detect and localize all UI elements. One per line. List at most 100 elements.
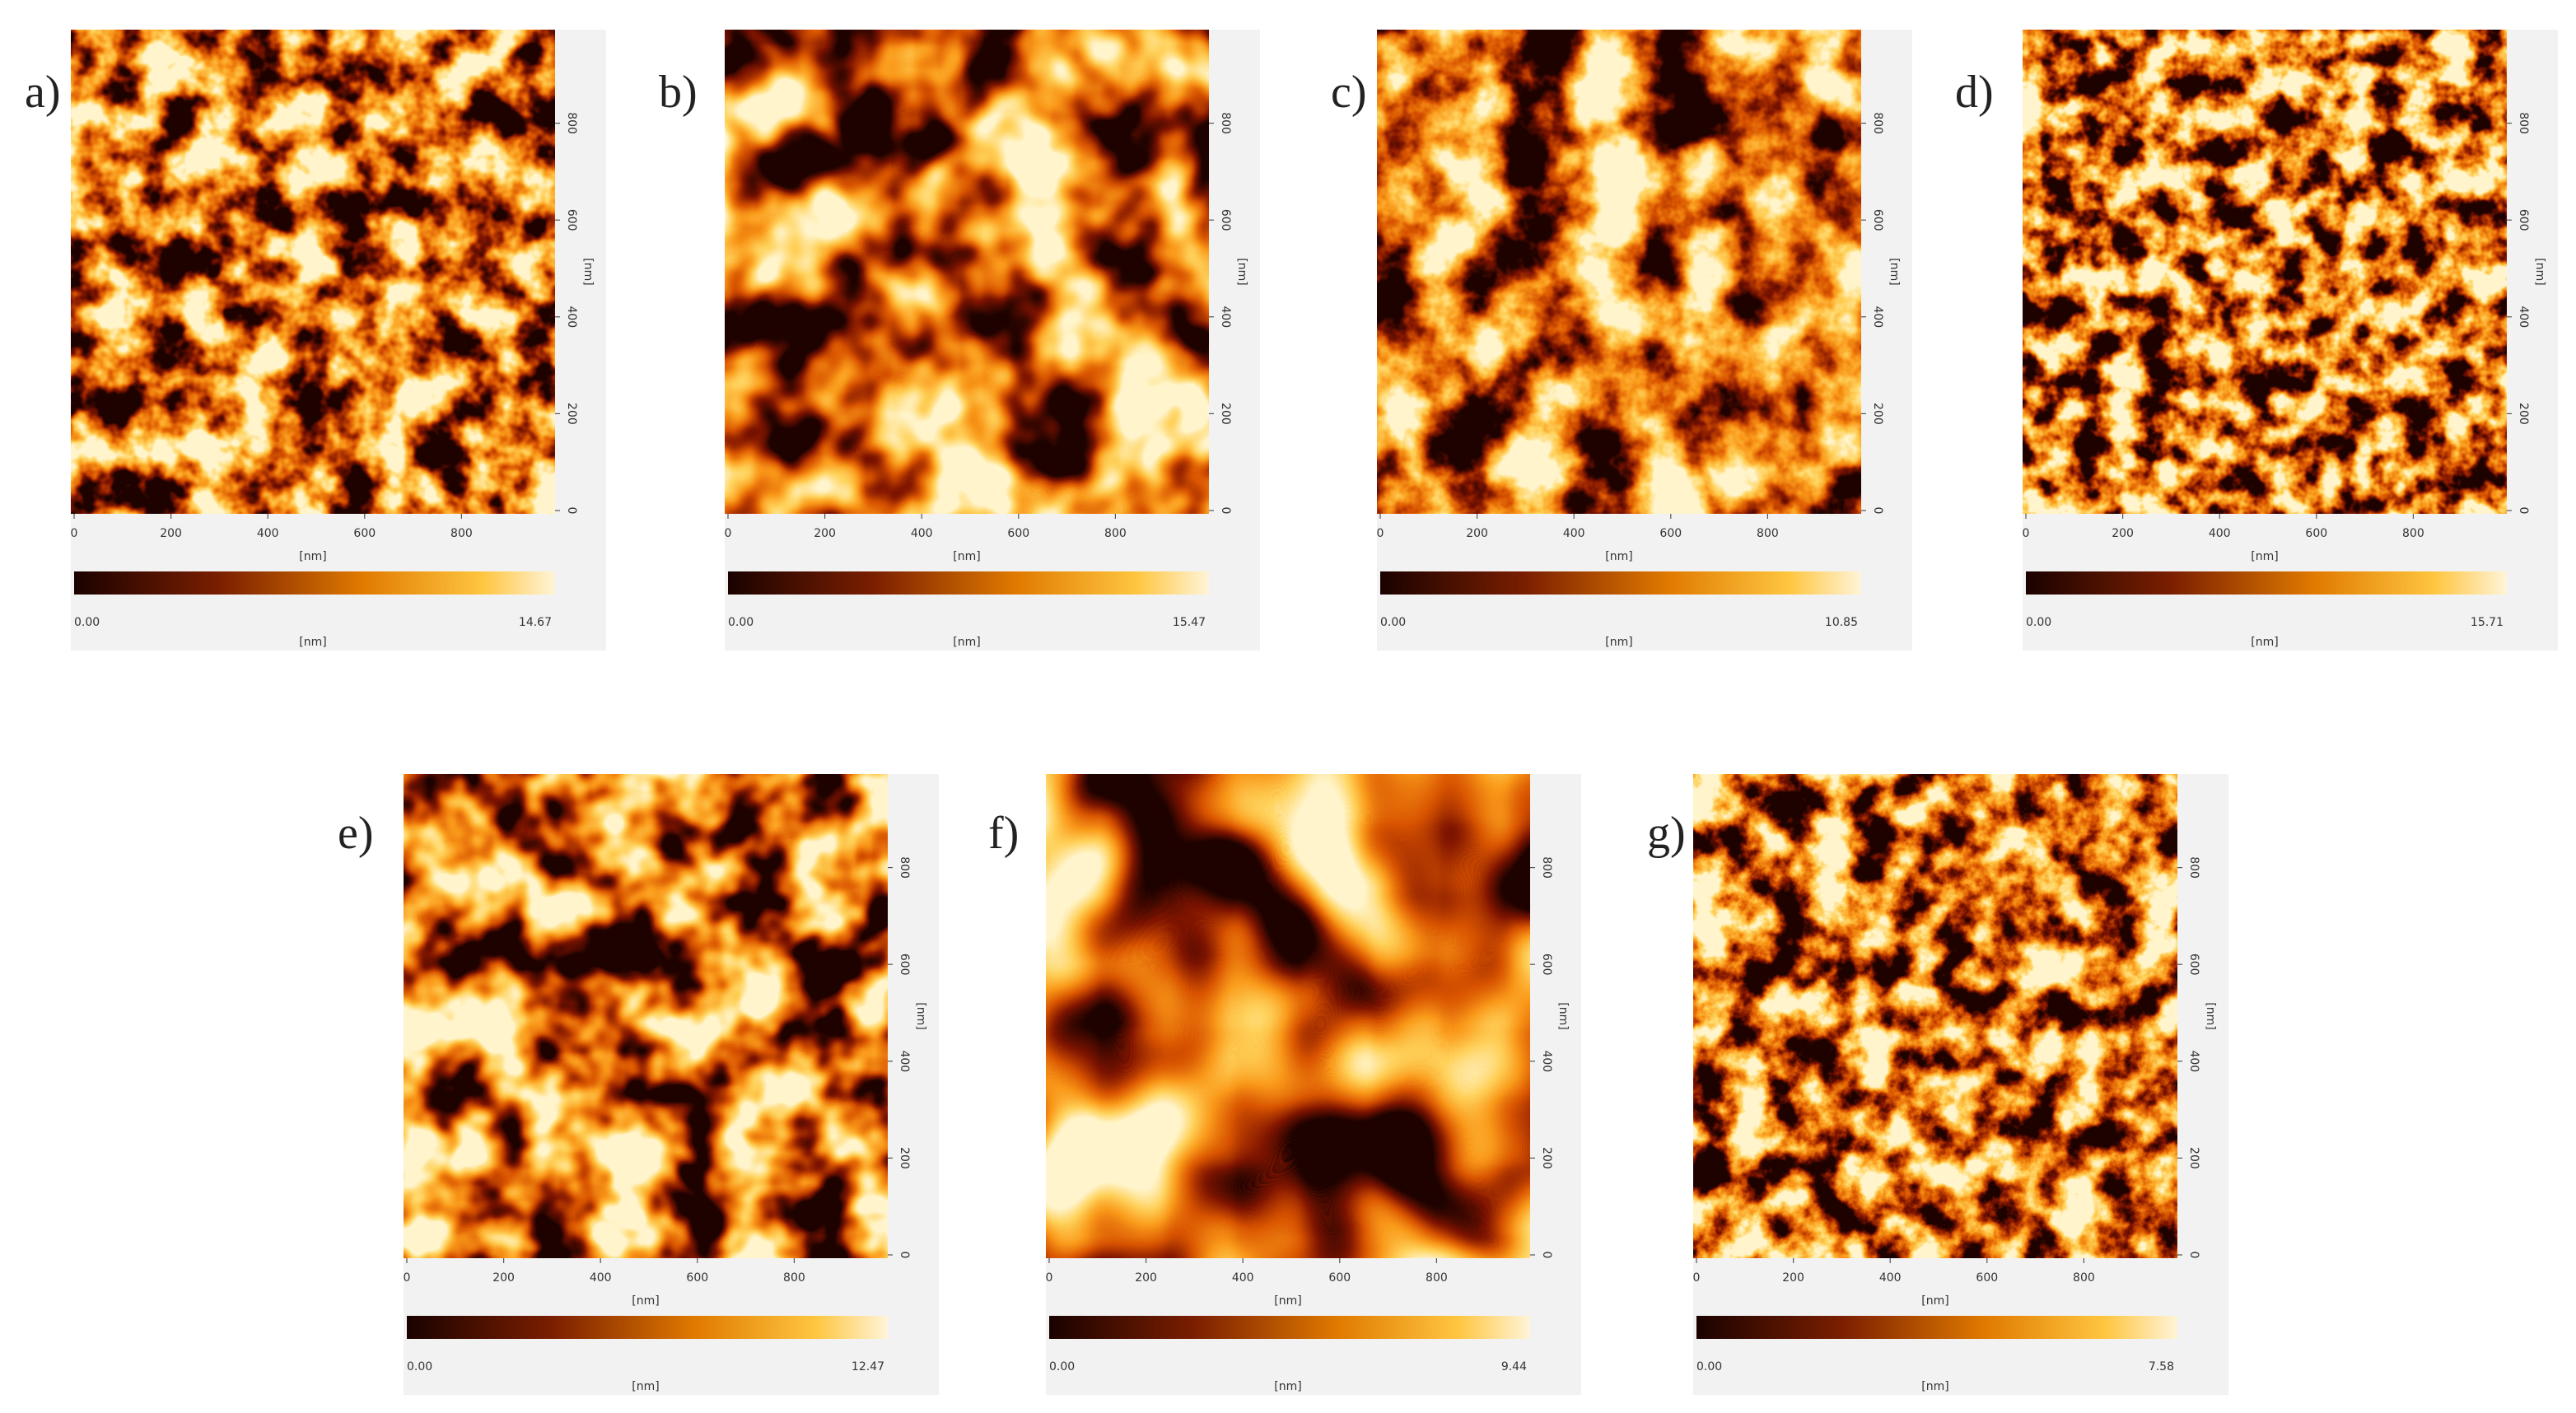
colorbar-unit: [nm] — [299, 636, 326, 649]
colorbar — [74, 571, 555, 595]
y-tick-label: 200 — [1219, 403, 1232, 425]
y-tick-label: 200 — [1871, 403, 1884, 425]
colorbar-min: 0.00 — [1380, 616, 1406, 629]
panel-label: f) — [988, 808, 1019, 859]
x-tick-label: 800 — [450, 527, 473, 540]
y-tick-label: 800 — [898, 856, 911, 879]
colorbar-unit: [nm] — [1274, 1380, 1301, 1393]
afm-image — [71, 30, 555, 514]
afm-image — [404, 774, 888, 1258]
colorbar-max: 7.58 — [2149, 1360, 2174, 1373]
x-tick-label: 0 — [1693, 1271, 1701, 1285]
colorbar — [2026, 571, 2507, 595]
y-tick-label: 400 — [2517, 305, 2530, 328]
y-axis-unit: [nm] — [1556, 1002, 1570, 1029]
afm-image — [2023, 30, 2507, 514]
afm-panel: d) 0 0 200 200 400 400 600 600 800 800 [nm] [nm] 0.00… — [1955, 30, 2558, 651]
colorbar — [1380, 571, 1861, 595]
y-tick-label: 0 — [1540, 1252, 1553, 1259]
colorbar — [1049, 1316, 1530, 1339]
panel-label: d) — [1955, 67, 1994, 118]
x-tick-label: 0 — [1377, 527, 1384, 540]
y-tick-label: 800 — [2517, 112, 2530, 134]
x-tick-label: 600 — [1659, 527, 1682, 540]
afm-image — [1377, 30, 1861, 514]
x-tick-label: 800 — [2073, 1271, 2095, 1285]
x-tick-label: 400 — [1563, 527, 1585, 540]
y-tick-label: 600 — [2187, 954, 2200, 976]
colorbar-min: 0.00 — [728, 616, 754, 629]
colorbar-unit: [nm] — [2251, 636, 2278, 649]
y-tick-label: 600 — [565, 209, 578, 231]
afm-panel: e) 0 0 200 200 400 400 600 600 800 800 [nm] [nm] 0.00… — [338, 774, 939, 1395]
x-tick-label: 400 — [911, 527, 933, 540]
y-tick-label: 0 — [2517, 507, 2530, 515]
colorbar-unit: [nm] — [953, 636, 980, 649]
x-tick-label: 0 — [1046, 1271, 1053, 1285]
x-tick-label: 0 — [2023, 527, 2030, 540]
afm-panel: b) 0 0 200 200 400 400 600 600 800 800 [nm] [nm] 0.00… — [659, 30, 1260, 651]
x-tick-label: 600 — [353, 527, 376, 540]
y-tick-label: 400 — [1219, 305, 1232, 328]
x-axis-unit: [nm] — [2251, 550, 2278, 563]
colorbar-min: 0.00 — [1696, 1360, 1722, 1373]
y-tick-label: 200 — [2187, 1147, 2200, 1169]
y-tick-label: 600 — [1540, 954, 1553, 976]
y-tick-label: 0 — [1871, 507, 1884, 515]
x-tick-label: 200 — [2112, 527, 2134, 540]
y-tick-label: 0 — [2187, 1252, 2200, 1259]
colorbar — [728, 571, 1209, 595]
x-axis-unit: [nm] — [1274, 1294, 1301, 1308]
y-tick-label: 0 — [898, 1252, 911, 1259]
x-tick-label: 200 — [814, 527, 836, 540]
panel-label: g) — [1647, 808, 1686, 859]
x-axis-unit: [nm] — [632, 1294, 659, 1308]
colorbar-max: 15.71 — [2471, 616, 2504, 629]
y-tick-label: 200 — [1540, 1147, 1553, 1169]
colorbar-max: 15.47 — [1173, 616, 1206, 629]
y-axis-unit: [nm] — [1235, 258, 1248, 285]
y-tick-label: 600 — [2517, 209, 2530, 231]
y-tick-label: 800 — [1540, 856, 1553, 879]
panel-label: b) — [659, 67, 698, 118]
x-tick-label: 600 — [1328, 1271, 1351, 1285]
x-tick-label: 200 — [1135, 1271, 1157, 1285]
y-axis-unit: [nm] — [2204, 1002, 2217, 1029]
x-tick-label: 600 — [1976, 1271, 1998, 1285]
x-tick-label: 600 — [2305, 527, 2327, 540]
x-tick-label: 800 — [2402, 527, 2424, 540]
y-tick-label: 0 — [565, 507, 578, 515]
afm-panel: c) 0 0 200 200 400 400 600 600 800 800 [nm] [nm] 0.00… — [1331, 30, 1912, 651]
colorbar — [407, 1316, 888, 1339]
panel-label: e) — [338, 808, 374, 859]
x-tick-label: 600 — [1007, 527, 1029, 540]
colorbar-min: 0.00 — [74, 616, 100, 629]
x-tick-label: 800 — [1426, 1271, 1448, 1285]
y-tick-label: 800 — [1871, 112, 1884, 134]
x-tick-label: 0 — [725, 527, 732, 540]
x-axis-unit: [nm] — [299, 550, 326, 563]
colorbar-unit: [nm] — [1605, 636, 1632, 649]
y-tick-label: 200 — [2517, 403, 2530, 425]
y-axis-unit: [nm] — [914, 1002, 927, 1029]
colorbar-min: 0.00 — [407, 1360, 432, 1373]
x-axis-unit: [nm] — [1921, 1294, 1948, 1308]
x-tick-label: 200 — [160, 527, 182, 540]
x-axis-unit: [nm] — [953, 550, 980, 563]
y-tick-label: 400 — [1540, 1050, 1553, 1072]
afm-panel: a) 0 0 200 200 400 400 600 600 800 800 [nm] [nm] 0.00… — [25, 30, 606, 651]
colorbar-unit: [nm] — [1921, 1380, 1948, 1393]
y-tick-label: 800 — [565, 112, 578, 134]
afm-image — [1693, 774, 2177, 1258]
x-tick-label: 200 — [492, 1271, 515, 1285]
colorbar-unit: [nm] — [632, 1380, 659, 1393]
y-axis-unit: [nm] — [581, 258, 595, 285]
afm-panel: f) 0 0 200 200 400 400 600 600 800 800 [nm] [nm] 0.00… — [988, 774, 1581, 1395]
x-tick-label: 200 — [1466, 527, 1488, 540]
panel-label: c) — [1331, 67, 1367, 118]
x-tick-label: 400 — [257, 527, 279, 540]
y-tick-label: 400 — [898, 1050, 911, 1072]
x-axis-unit: [nm] — [1605, 550, 1632, 563]
